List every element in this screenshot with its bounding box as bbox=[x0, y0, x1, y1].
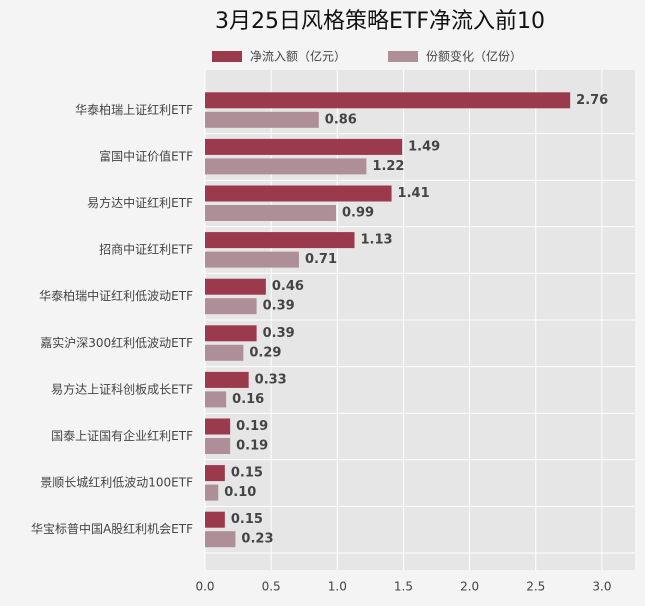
x-tick-label: 0.0 bbox=[195, 580, 214, 594]
bar bbox=[205, 298, 257, 315]
value-label: 0.39 bbox=[263, 299, 295, 314]
bar bbox=[205, 438, 231, 454]
y-tick-label: 富国中证价值ETF bbox=[99, 148, 193, 163]
value-label: 0.16 bbox=[232, 392, 264, 407]
y-tick-label: 国泰上证国有企业红利ETF bbox=[51, 428, 193, 443]
legend-swatch bbox=[388, 51, 418, 62]
value-label: 0.19 bbox=[236, 419, 268, 434]
bar bbox=[205, 465, 225, 482]
x-tick-label: 1.5 bbox=[394, 580, 413, 594]
value-label: 0.15 bbox=[231, 466, 263, 481]
value-label: 0.71 bbox=[305, 252, 337, 267]
bar bbox=[205, 344, 244, 361]
bar bbox=[205, 232, 355, 249]
bar bbox=[205, 278, 266, 295]
value-label: 0.86 bbox=[325, 112, 357, 127]
value-label: 0.15 bbox=[231, 512, 263, 527]
value-label: 0.33 bbox=[255, 372, 287, 387]
bar bbox=[205, 371, 249, 388]
x-tick-label: 2.5 bbox=[526, 580, 545, 594]
y-tick-label: 易方达中证红利ETF bbox=[87, 195, 193, 210]
value-label: 0.39 bbox=[263, 326, 295, 341]
value-label: 1.49 bbox=[408, 139, 440, 154]
bar bbox=[205, 158, 367, 175]
x-tick-label: 2.0 bbox=[460, 580, 479, 594]
value-label: 0.19 bbox=[236, 439, 268, 454]
x-tick-label: 3.0 bbox=[592, 580, 611, 594]
bar bbox=[205, 391, 227, 408]
bar bbox=[205, 92, 571, 109]
chart-title: 3月25日风格策略ETF净流入前10 bbox=[215, 9, 545, 34]
value-label: 1.13 bbox=[361, 233, 393, 248]
bar bbox=[205, 111, 319, 128]
y-tick-label: 华泰柏瑞中证红利低波动ETF bbox=[39, 288, 193, 303]
value-label: 0.29 bbox=[249, 345, 281, 360]
bar bbox=[205, 325, 257, 342]
value-label: 0.23 bbox=[241, 532, 273, 547]
y-tick-label: 招商中证红利ETF bbox=[99, 242, 193, 257]
value-label: 0.46 bbox=[272, 279, 304, 294]
value-label: 0.10 bbox=[224, 485, 256, 500]
x-tick-label: 0.5 bbox=[262, 580, 281, 594]
y-tick-label: 华泰柏瑞上证红利ETF bbox=[75, 102, 193, 117]
value-label: 0.99 bbox=[342, 206, 374, 221]
bar bbox=[205, 251, 299, 268]
y-tick-label: 易方达上证科创板成长ETF bbox=[51, 381, 193, 396]
bar bbox=[205, 511, 225, 528]
y-tick-label: 景顺长城红利低波动100ETF bbox=[40, 475, 193, 490]
bar bbox=[205, 138, 403, 155]
bar bbox=[205, 185, 392, 202]
legend-label: 净流入额（亿元） bbox=[250, 49, 346, 64]
value-label: 1.41 bbox=[398, 186, 430, 201]
value-label: 2.76 bbox=[576, 93, 608, 108]
bar bbox=[205, 418, 231, 435]
bar bbox=[205, 205, 336, 221]
y-tick-label: 华宝标普中国A股红利机会ETF bbox=[31, 521, 193, 536]
x-tick-label: 1.0 bbox=[328, 580, 347, 594]
bar bbox=[205, 484, 219, 501]
y-tick-label: 嘉实沪深300红利低波动ETF bbox=[40, 335, 193, 350]
legend-label: 份额变化（亿份） bbox=[426, 49, 522, 64]
value-label: 1.22 bbox=[372, 159, 404, 174]
bar bbox=[205, 531, 236, 548]
legend-swatch bbox=[212, 51, 242, 62]
